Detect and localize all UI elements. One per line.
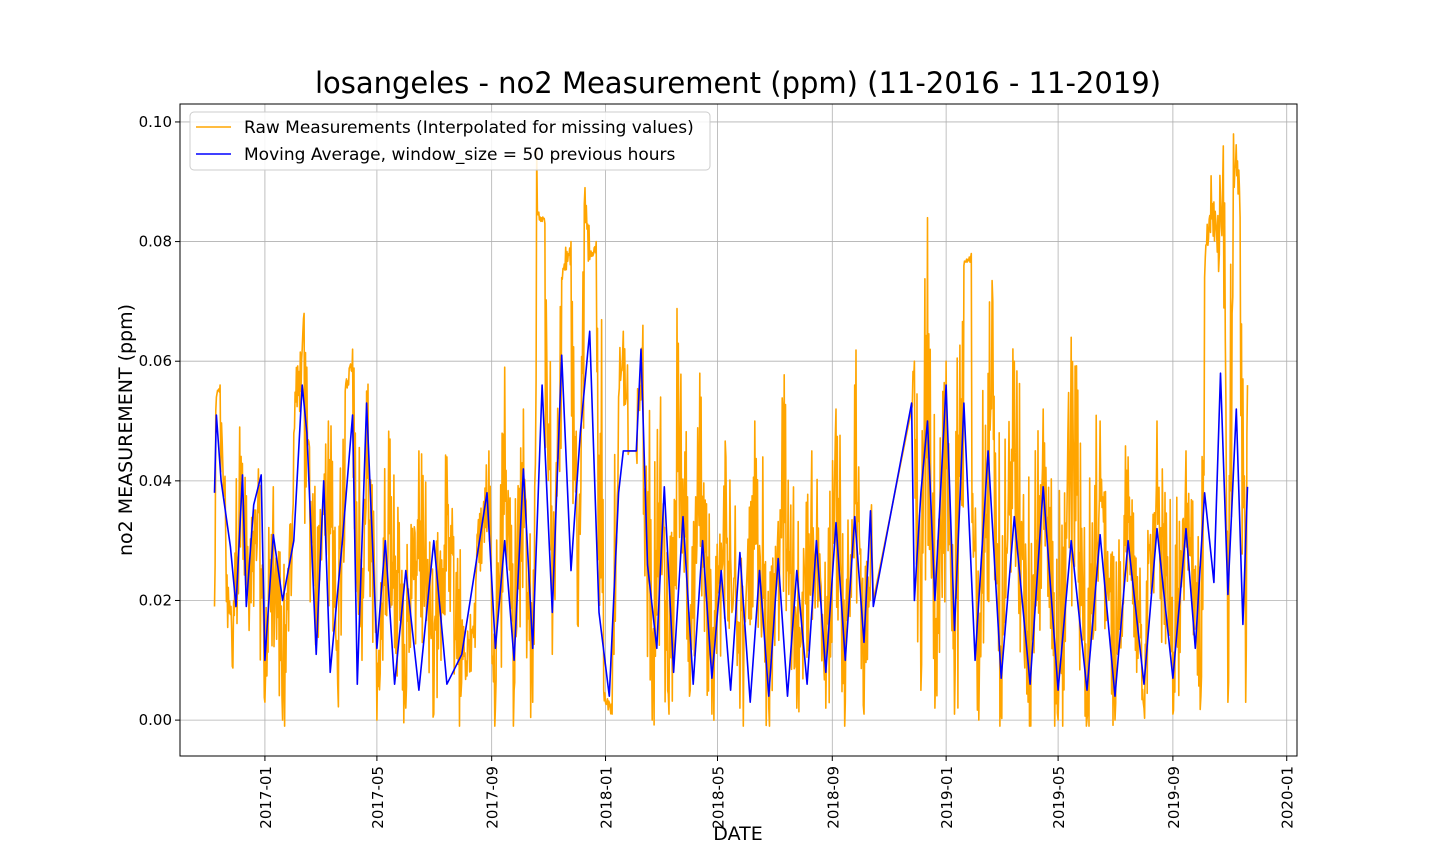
x-tick-label: 2018-01	[598, 766, 616, 829]
x-tick-label: 2020-01	[1279, 766, 1297, 829]
y-tick-label: 0.10	[139, 113, 172, 131]
x-tick-label: 2017-05	[369, 766, 387, 829]
x-tick-label: 2019-01	[938, 766, 956, 829]
plot-area	[213, 133, 1249, 727]
legend-label-moving-average: Moving Average, window_size = 50 previou…	[244, 145, 676, 165]
y-tick-label: 0.02	[139, 591, 172, 609]
legend-box	[189, 111, 711, 171]
chart-title: losangeles - no2 Measurement (ppm) (11-2…	[315, 66, 1161, 100]
legend-label-raw: Raw Measurements (Interpolated for missi…	[244, 118, 694, 138]
legend: Raw Measurements (Interpolated for missi…	[189, 111, 711, 171]
y-tick-label: 0.06	[139, 352, 172, 370]
x-tick-label: 2019-05	[1050, 766, 1068, 829]
y-axis: 0.00 0.02 0.04 0.06 0.08 0.10	[139, 113, 180, 729]
x-axis: 2017-01 2017-05 2017-09 2018-01 2018-05 2018-…	[257, 756, 1297, 829]
series-moving-average	[213, 330, 1249, 703]
x-axis-label: DATE	[713, 823, 762, 845]
x-tick-label: 2017-09	[484, 766, 502, 829]
x-tick-label: 2018-09	[824, 766, 842, 829]
x-tick-label: 2018-05	[710, 766, 728, 829]
y-tick-label: 0.00	[139, 711, 172, 729]
plot-frame	[179, 103, 1298, 757]
x-tick-label: 2019-09	[1165, 766, 1183, 829]
y-tick-label: 0.04	[139, 472, 172, 490]
y-tick-label: 0.08	[139, 233, 172, 251]
x-tick-label: 2017-01	[257, 766, 275, 829]
grid	[180, 104, 1297, 756]
series-raw-measurements	[213, 133, 1249, 727]
y-axis-label: no2 MEASUREMENT (ppm)	[115, 304, 137, 556]
